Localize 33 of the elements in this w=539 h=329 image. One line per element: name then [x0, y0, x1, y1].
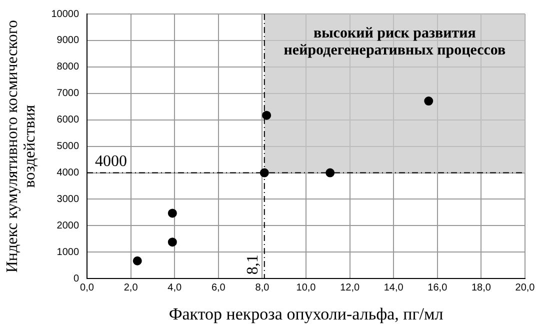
band-label: высокий риск развития нейродегенеративных процессов [284, 25, 506, 58]
y-tick-label: 10000 [51, 8, 80, 20]
x-tick-label: 10,0 [296, 282, 316, 294]
point [262, 110, 272, 120]
x-tick-label: 2,0 [124, 282, 138, 294]
point [326, 168, 335, 178]
x-tick-label: 14,0 [384, 282, 404, 294]
ref-line-label: 8,1 [244, 254, 262, 275]
y-tick-label: 3000 [56, 194, 80, 205]
y-axis-title: Индекс кумулятивного космического воздействия [4, 20, 39, 273]
point [424, 96, 434, 106]
x-tick-label: 8,0 [255, 282, 270, 294]
y-tick-label: 9000 [56, 35, 80, 46]
y-tick-label: 7000 [56, 88, 80, 100]
x-tick-label: 16,0 [428, 282, 448, 294]
x-tick-label: 0,0 [80, 282, 94, 294]
x-tick-label: 12,0 [340, 282, 360, 294]
x-tick-label: 4,0 [168, 282, 182, 294]
x-tick-label: 20,0 [515, 282, 536, 294]
y-tick-label: 1000 [56, 246, 80, 258]
x-axis-title: Фактор некроза опухоли-альфа, пг/мл [168, 304, 444, 324]
y-tick-label: 4000 [56, 168, 80, 179]
point [168, 208, 177, 218]
x-tick-label: 6,0 [211, 282, 226, 294]
y-tick-label: 0 [73, 273, 80, 284]
y-tick-label: 8000 [56, 62, 80, 73]
y-tick-label: 5000 [56, 141, 80, 152]
x-tick-label: 18,0 [471, 282, 492, 294]
y-tick-label: 6000 [56, 114, 80, 126]
point [168, 238, 177, 247]
y-tick-label: 2000 [56, 220, 80, 232]
point [132, 256, 142, 266]
ref-line-label: 4000 [95, 152, 128, 170]
